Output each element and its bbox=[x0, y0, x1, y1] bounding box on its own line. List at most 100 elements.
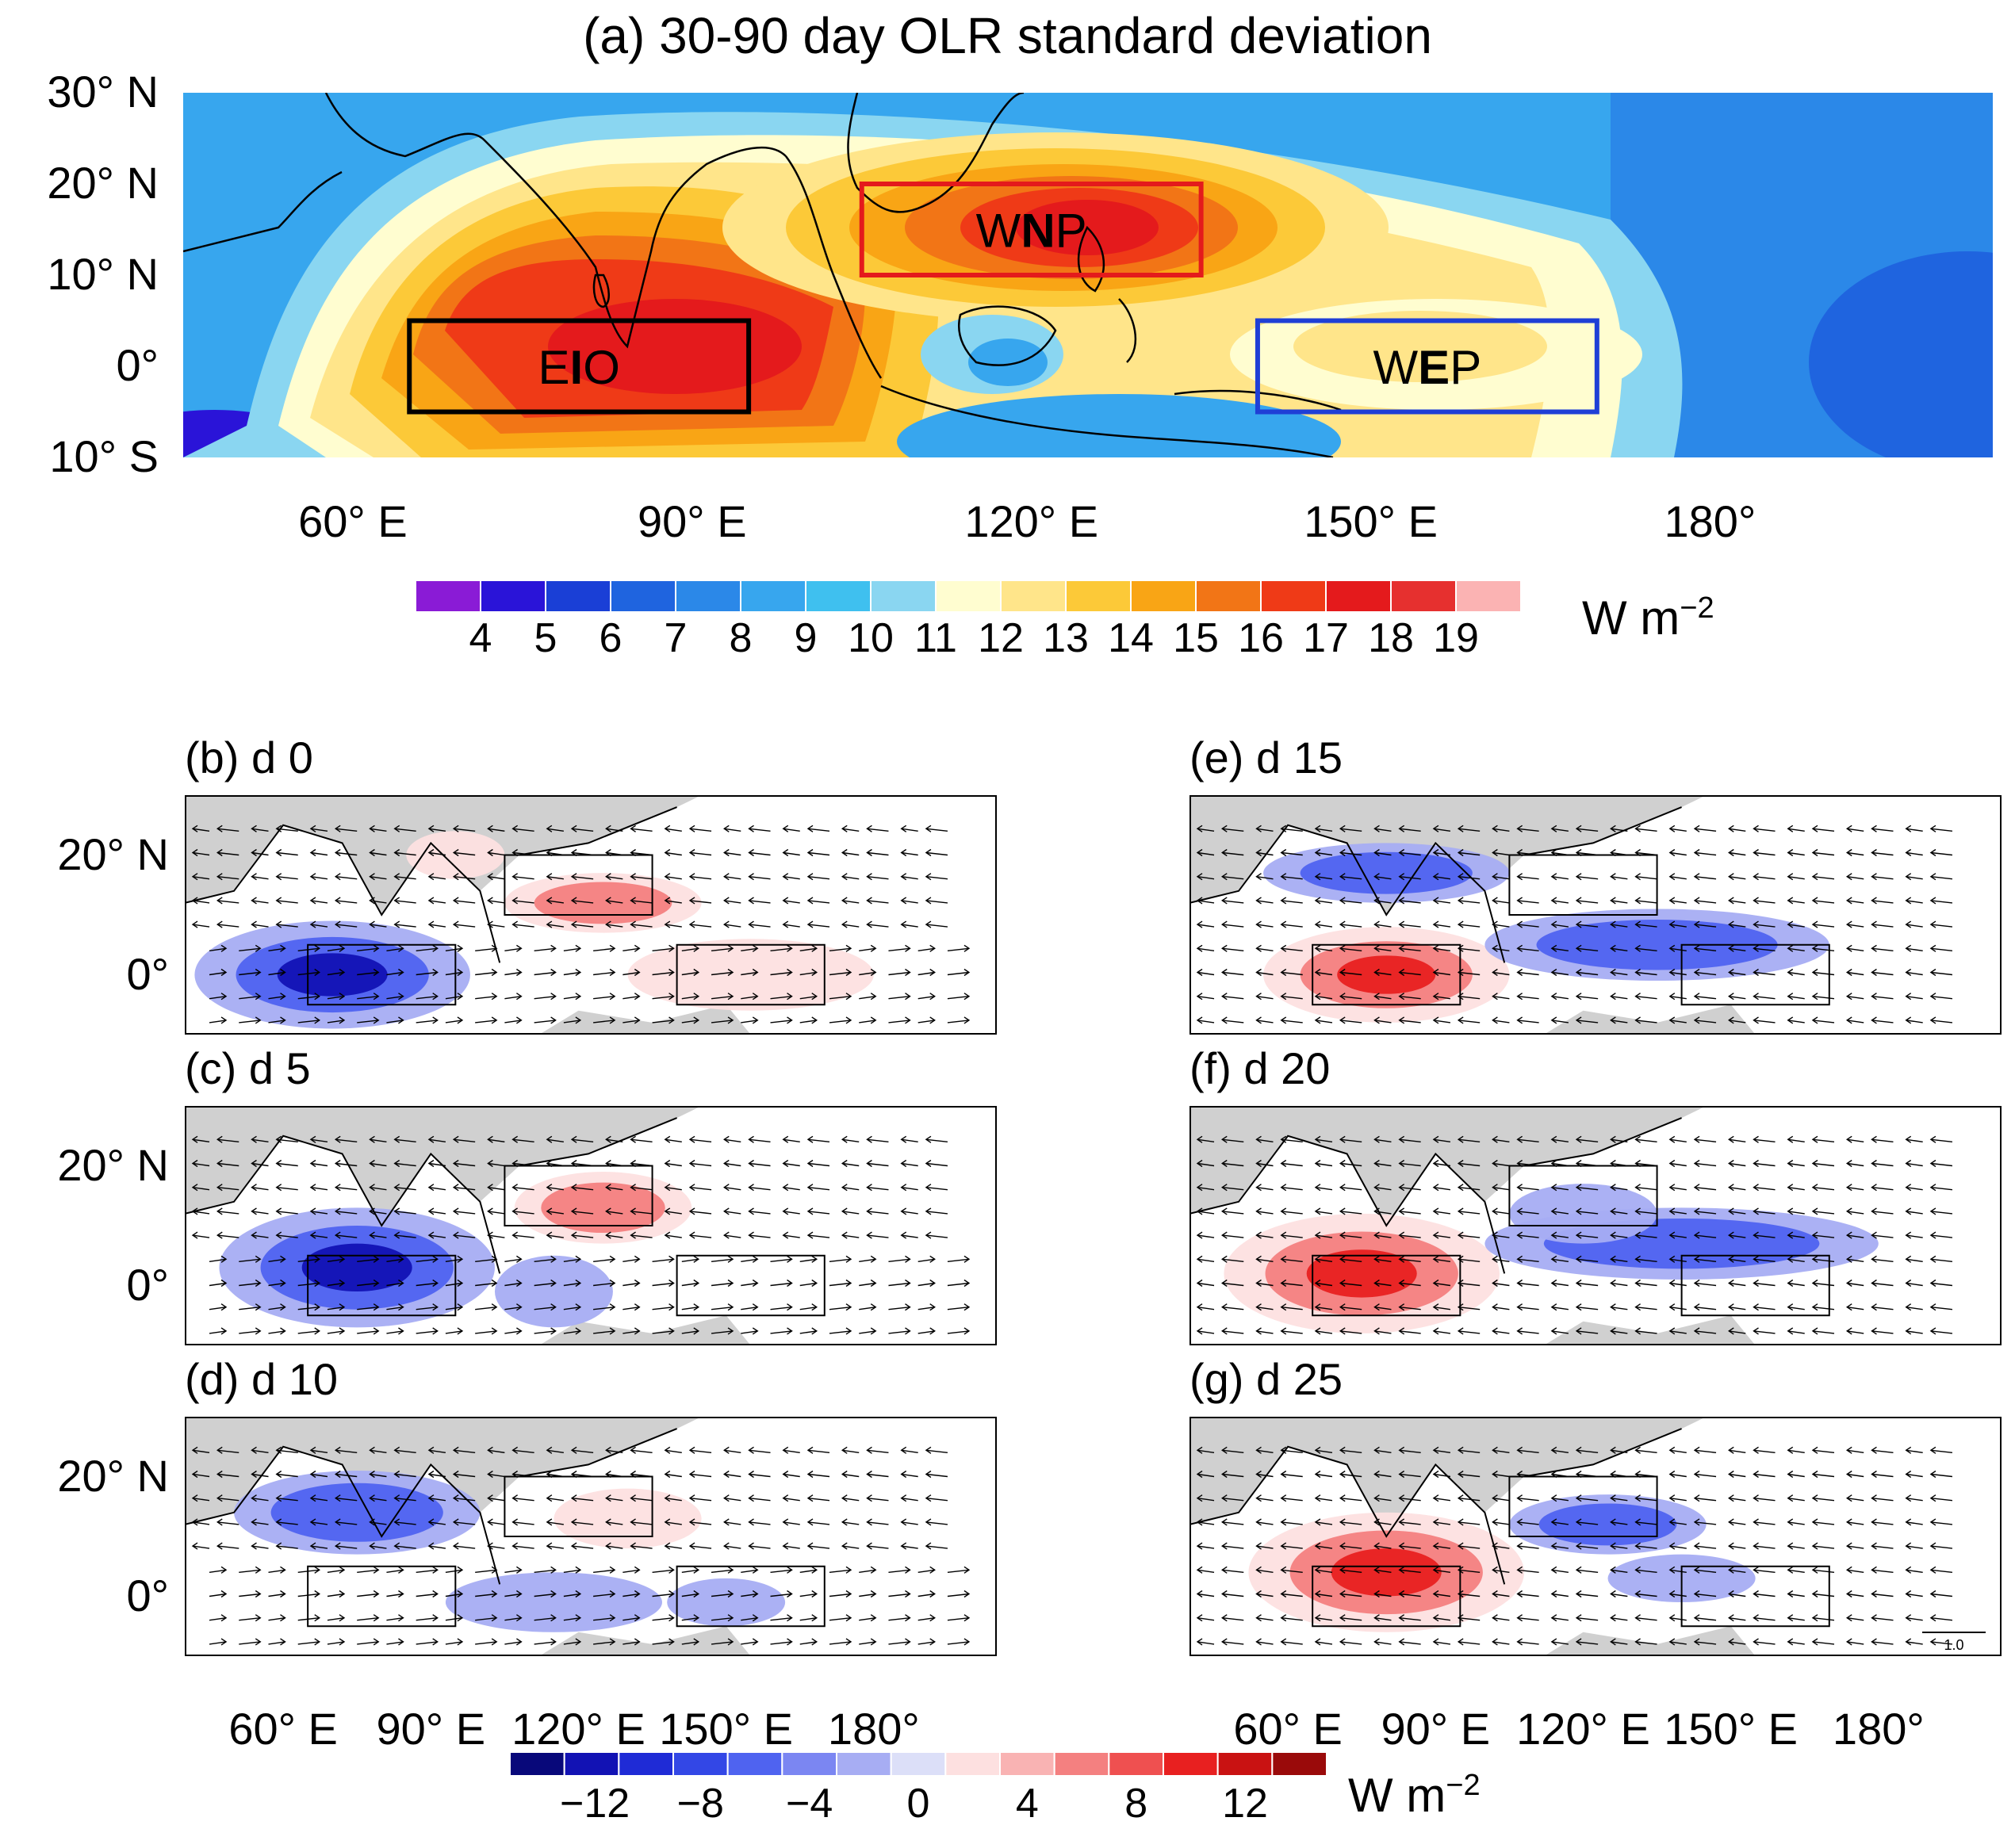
lat-label: 10° N bbox=[47, 249, 159, 299]
colorbar-a-swatch bbox=[805, 580, 872, 612]
lon-label: 180° bbox=[1664, 496, 1756, 546]
colorbar-a-swatch bbox=[1000, 580, 1067, 612]
lon-label: 60° E bbox=[1233, 1704, 1343, 1754]
lat-label: 20° N bbox=[47, 158, 159, 208]
coastlines bbox=[183, 93, 1342, 457]
region-box-eio bbox=[1312, 1565, 1461, 1628]
anomaly-map-panel: 1.0 bbox=[1189, 1417, 2002, 1656]
colorbar-b-tick-label: 12 bbox=[1222, 1781, 1268, 1827]
colorbar-a-tick-label: 17 bbox=[1303, 615, 1349, 661]
lat-label: 0° bbox=[126, 1570, 169, 1620]
colorbar-a-tick-label: 19 bbox=[1433, 615, 1479, 661]
colorbar-a-tick-label: 14 bbox=[1108, 615, 1154, 661]
colorbar-a-tick-label: 10 bbox=[848, 615, 894, 661]
colorbar-b bbox=[510, 1752, 1327, 1776]
colorbar-b-tick-label: −4 bbox=[786, 1781, 833, 1827]
colorbar-a-swatch bbox=[1390, 580, 1457, 612]
colorbar-b-swatch bbox=[781, 1752, 838, 1776]
panel-a-title: (a) 30-90 day OLR standard deviation bbox=[583, 7, 1432, 64]
region-box-wep bbox=[1680, 1565, 1830, 1628]
lon-label: 180° bbox=[827, 1704, 920, 1754]
lat-label: 0° bbox=[126, 1259, 169, 1310]
colorbar-a-swatch bbox=[1260, 580, 1327, 612]
colorbar-b-tick-label: −8 bbox=[676, 1781, 724, 1827]
region-label-wep: WEP bbox=[1373, 341, 1482, 394]
colorbar-b-tick-label: 8 bbox=[1124, 1781, 1148, 1827]
region-label-eio: EIO bbox=[538, 341, 620, 394]
colorbar-a-swatch bbox=[675, 580, 741, 612]
panel-title: (e) d 15 bbox=[1189, 733, 1343, 782]
lon-label: 90° E bbox=[376, 1704, 486, 1754]
anomaly-map-panel bbox=[185, 1417, 997, 1656]
region-box-wep bbox=[1255, 318, 1599, 415]
anomaly-map-panel bbox=[185, 1106, 997, 1345]
region-box-eio bbox=[307, 1254, 457, 1317]
colorbar-a-swatch bbox=[935, 580, 1002, 612]
colorbar-a-tick-label: 15 bbox=[1173, 615, 1219, 661]
lon-label: 150° E bbox=[659, 1704, 794, 1754]
colorbar-a-swatch bbox=[1325, 580, 1392, 612]
colorbar-a-swatch bbox=[1130, 580, 1197, 612]
colorbar-a-tick-label: 11 bbox=[914, 615, 957, 661]
colorbar-b-swatch bbox=[1108, 1752, 1164, 1776]
lon-label: 60° E bbox=[298, 496, 408, 546]
lon-label: 180° bbox=[1832, 1704, 1925, 1754]
region-box-eio bbox=[307, 943, 457, 1006]
colorbar-b-swatch bbox=[1163, 1752, 1219, 1776]
region-box-wnp bbox=[1508, 1165, 1658, 1226]
region-box-wnp bbox=[504, 854, 653, 916]
colorbar-a-swatch bbox=[416, 580, 481, 612]
colorbar-a-swatch bbox=[1065, 580, 1132, 612]
anomaly-map-panel bbox=[1189, 795, 2002, 1035]
panel-a-map: EIO WNP WEP bbox=[183, 93, 1993, 457]
colorbar-b-swatch bbox=[1053, 1752, 1110, 1776]
lon-label: 150° E bbox=[1304, 496, 1438, 546]
colorbar-b-unit: W m−2 bbox=[1348, 1769, 1481, 1822]
region-box-wnp bbox=[504, 1165, 653, 1226]
colorbar-b-swatch bbox=[672, 1752, 729, 1776]
region-box-eio bbox=[407, 318, 752, 415]
colorbar-a-tick-label: 6 bbox=[599, 615, 623, 661]
region-box-wep bbox=[1680, 1254, 1830, 1317]
colorbar-a-tick-label: 12 bbox=[978, 615, 1024, 661]
region-box-wep bbox=[1680, 943, 1830, 1006]
lon-label: 150° E bbox=[1664, 1704, 1799, 1754]
panel-title: (b) d 0 bbox=[185, 733, 313, 782]
lat-label: 10° S bbox=[49, 431, 159, 481]
region-box-wnp bbox=[1508, 854, 1658, 916]
lon-label: 60° E bbox=[228, 1704, 338, 1754]
colorbar-a-tick-label: 8 bbox=[729, 615, 753, 661]
region-box-wnp bbox=[504, 1475, 653, 1537]
region-box-wep bbox=[676, 1254, 826, 1317]
colorbar-a-swatch bbox=[610, 580, 676, 612]
colorbar-b-swatch bbox=[836, 1752, 892, 1776]
colorbar-a-unit: W m−2 bbox=[1582, 591, 1714, 645]
lon-label: 90° E bbox=[638, 496, 747, 546]
region-box-wep bbox=[676, 943, 826, 1006]
anomaly-map-panel bbox=[1189, 1106, 2002, 1345]
region-box-eio bbox=[1312, 943, 1461, 1006]
colorbar-b-swatch bbox=[726, 1752, 783, 1776]
lat-label: 20° N bbox=[57, 828, 169, 879]
colorbar-a-tick-label: 7 bbox=[664, 615, 688, 661]
colorbar-b-swatch bbox=[510, 1752, 565, 1776]
colorbar-b-swatch bbox=[1216, 1752, 1274, 1776]
panel-title: (f) d 20 bbox=[1189, 1043, 1331, 1093]
colorbar-b-swatch bbox=[563, 1752, 620, 1776]
lat-label: 0° bbox=[126, 948, 169, 999]
colorbar-a-tick-label: 16 bbox=[1238, 615, 1284, 661]
lon-label: 120° E bbox=[1516, 1704, 1650, 1754]
colorbar-a-tick-label: 9 bbox=[794, 615, 818, 661]
colorbar-a-swatch bbox=[1195, 580, 1262, 612]
lat-label: 20° N bbox=[57, 1450, 169, 1501]
region-box-wnp bbox=[859, 182, 1204, 277]
panel-title: (c) d 5 bbox=[185, 1043, 311, 1093]
colorbar-a-tick-label: 5 bbox=[534, 615, 557, 661]
colorbar-b-swatch bbox=[944, 1752, 1001, 1776]
region-label-wnp: WNP bbox=[976, 205, 1087, 258]
panel-title: (g) d 25 bbox=[1189, 1354, 1343, 1404]
region-box-eio bbox=[307, 1565, 457, 1628]
lat-label: 30° N bbox=[47, 67, 159, 117]
region-box-wnp bbox=[1508, 1475, 1658, 1537]
colorbar-a-tick-label: 18 bbox=[1368, 615, 1414, 661]
